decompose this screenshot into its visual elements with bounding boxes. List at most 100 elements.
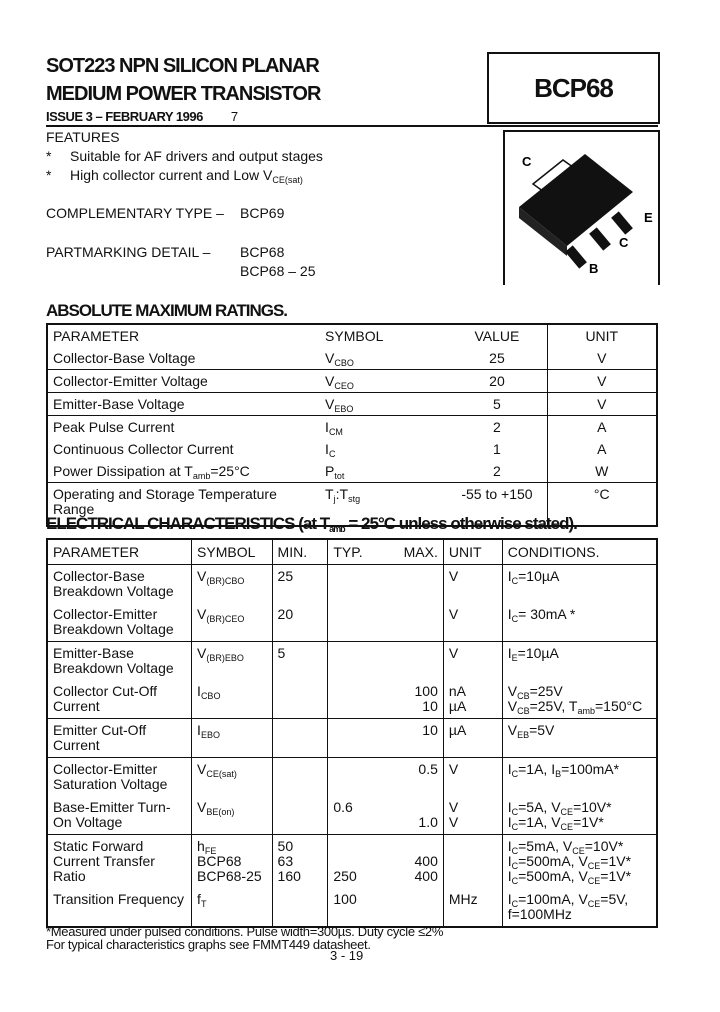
column-header: UNIT (442, 539, 503, 565)
feature-text: High collector current and Low VCE(sat) (70, 167, 303, 185)
param-cell: Collector-Base Breakdown Voltage (53, 568, 174, 599)
column-header: TYP. (327, 539, 385, 565)
symbol-cell: ICBO (191, 680, 273, 719)
cond-cell: IC= 30mA * (501, 603, 657, 642)
symbol-cell: V(BR)EBO (191, 641, 273, 680)
page-number: 3 - 19 (330, 948, 364, 963)
pin-label-tab: C (522, 154, 532, 169)
table-row: Collector-Emitter Breakdown Voltage V(BR)… (47, 603, 657, 642)
table-row: Emitter Cut-Off Current IEBO 10 µA VEB=5V (47, 718, 657, 758)
table-row: Collector-Emitter Saturation Voltage VCE(… (47, 757, 657, 796)
unit-cell: A (546, 415, 657, 438)
bullet: * (46, 167, 52, 183)
min-cell (271, 680, 328, 719)
unit-cell (442, 834, 503, 888)
column-header: PARAMETER (47, 539, 192, 565)
table-row: Collector-Base Breakdown Voltage V(BR)CBO… (47, 564, 657, 604)
min-cell (271, 888, 328, 927)
table-row: Static Forward Current Transfer Ratio hFE… (47, 834, 657, 888)
column-header: SYMBOL (191, 539, 273, 565)
parameter-cell: Collector-Emitter Voltage (47, 369, 321, 393)
sot223-package-icon: C E C B (519, 154, 653, 276)
unit-cell: W (546, 460, 657, 483)
typ-cell (327, 603, 385, 642)
unit-cell: V (442, 757, 503, 796)
package-image-box: C E C B (503, 130, 660, 285)
column-header: MAX. (384, 539, 444, 565)
table-row: Operating and Storage Temperature Range T… (47, 482, 657, 526)
cond-cell: IC=100mA, VCE=5V, f=100MHz (501, 888, 657, 927)
param-cell: Collector-Emitter Saturation Voltage (53, 761, 168, 792)
typ-cell: 100 (327, 888, 385, 927)
symbol-cell: V(BR)CBO (191, 564, 273, 603)
min-cell: 25 (271, 564, 328, 603)
table-row: Collector-Base Voltage VCBO 25 V (47, 347, 657, 370)
param-cell: Collector-Emitter Breakdown Voltage (47, 603, 192, 642)
elec-heading: ELECTRICAL CHARACTERISTICS (at Tamb = 25… (46, 514, 578, 534)
column-header: UNIT (546, 324, 657, 347)
table-row: Transition Frequency fT 100 MHz IC=100mA, VC… (47, 888, 657, 927)
abs-max-heading: ABSOLUTE MAXIMUM RATINGS. (46, 301, 288, 320)
column-header: PARAMETER (53, 328, 140, 344)
max-cell (385, 642, 444, 681)
min-cell: 20 (271, 603, 328, 642)
typ-cell (327, 680, 385, 719)
symbol-cell: ICM (325, 419, 343, 437)
symbol-cell: Ptot (320, 460, 448, 483)
cond-cell: IC=1A, IB=100mA* (501, 757, 657, 796)
max-cell: 0.5 (418, 761, 438, 777)
typ-cell (327, 641, 385, 680)
unit-cell: µA (442, 718, 503, 758)
parameter-cell: Power Dissipation at Tamb=25°C (47, 460, 321, 483)
column-header: CONDITIONS. (501, 539, 657, 565)
symbol-cell: V(BR)CEO (191, 603, 273, 642)
partmarking-value: BCP68 – 25 (240, 263, 316, 279)
min-cell: 5 (271, 641, 328, 680)
value-cell: 2 (493, 419, 501, 435)
value-cell: 1 (493, 441, 501, 457)
table-row: Emitter-Base Breakdown Voltage V(BR)EBO 5 V… (47, 641, 657, 681)
min-cell (271, 796, 328, 835)
parameter-cell: Peak Pulse Current (53, 419, 175, 435)
table-row: Peak Pulse Current ICM 2 A (47, 415, 657, 438)
cond-cell: IE=10µA (501, 641, 657, 680)
max-cell: 400 400 (414, 853, 438, 884)
header-divider (46, 125, 658, 127)
footnote-graphs: For typical characteristics graphs see F… (46, 937, 371, 952)
part-number-box: BCP68 (487, 52, 660, 124)
partmarking-value: BCP68 (240, 244, 285, 260)
value-cell: 2 (447, 460, 548, 483)
value-cell: 5 (447, 392, 548, 416)
cond-cell: VCB=25V VCB=25V, Tamb=150°C (501, 680, 657, 719)
table-row: Base-Emitter Turn-On Voltage VBE(on) 0.6 1.… (47, 796, 657, 835)
title-line-2: MEDIUM POWER TRANSISTOR (46, 83, 321, 105)
value-cell: -55 to +150 (461, 486, 533, 502)
typ-cell (327, 718, 385, 758)
max-cell: 100 10 (384, 680, 444, 719)
unit-cell: MHz (442, 888, 503, 927)
unit-cell: A (546, 438, 657, 460)
table-header-row: PARAMETER SYMBOL VALUE UNIT (47, 324, 657, 347)
table-row: Emitter-Base Voltage VEBO 5 V (47, 392, 657, 416)
symbol-cell: IC (325, 441, 336, 459)
max-cell: 10 (384, 718, 444, 758)
param-cell: Static Forward Current Transfer Ratio (53, 838, 155, 884)
cond-cell: IC=10µA (501, 564, 657, 603)
feature-text: Suitable for AF drivers and output stage… (70, 148, 323, 164)
column-header: VALUE (474, 328, 520, 344)
unit-cell: V (442, 641, 503, 680)
symbol-cell: VEBO (320, 392, 448, 416)
issue-line: ISSUE 3 – FEBRUARY 1996 7 (46, 109, 238, 124)
param-cell: Emitter-Base Breakdown Voltage (53, 645, 174, 676)
max-cell (384, 603, 444, 642)
cond-cell: VEB=5V (501, 718, 657, 758)
max-cell (385, 565, 444, 604)
symbol-cell: IEBO (191, 718, 273, 758)
min-cell (271, 718, 328, 758)
complementary-label: COMPLEMENTARY TYPE – (46, 205, 224, 221)
value-cell: 25 (447, 347, 548, 370)
table-row: Collector-Emitter Voltage VCEO 20 V (47, 369, 657, 393)
parameter-cell: Emitter-Base Voltage (47, 392, 321, 416)
